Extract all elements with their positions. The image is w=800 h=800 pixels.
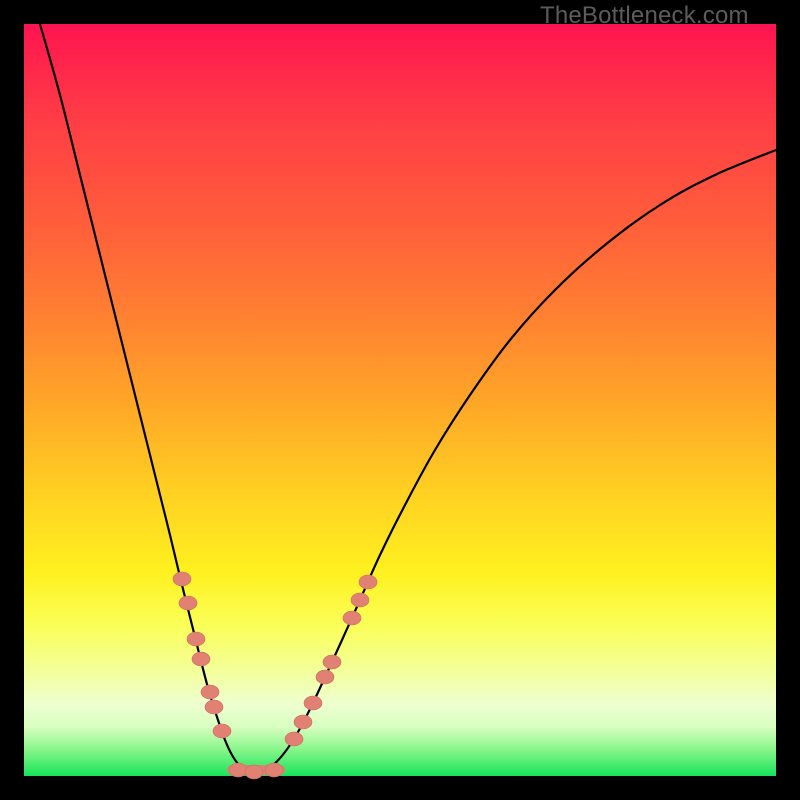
marker-left-0 bbox=[173, 572, 191, 586]
marker-bottom-0 bbox=[229, 763, 247, 777]
curve-left bbox=[40, 24, 250, 772]
marker-left-2 bbox=[187, 632, 205, 646]
marker-bottom-2 bbox=[265, 763, 283, 777]
marker-left-1 bbox=[179, 596, 197, 610]
marker-right-0 bbox=[285, 732, 303, 746]
marker-right-3 bbox=[316, 670, 334, 684]
marker-right-1 bbox=[294, 715, 312, 729]
marker-left-5 bbox=[205, 700, 223, 714]
marker-right-7 bbox=[359, 575, 377, 589]
curve-right bbox=[260, 150, 776, 772]
marker-left-3 bbox=[192, 652, 210, 666]
marker-right-4 bbox=[323, 655, 341, 669]
marker-right-2 bbox=[304, 696, 322, 710]
watermark-text: TheBottleneck.com bbox=[540, 2, 749, 30]
marker-right-5 bbox=[343, 611, 361, 625]
marker-right-6 bbox=[351, 593, 369, 607]
marker-bottom-1 bbox=[245, 765, 263, 779]
plot-svg bbox=[0, 0, 800, 800]
marker-left-6 bbox=[213, 724, 231, 738]
marker-left-4 bbox=[201, 685, 219, 699]
